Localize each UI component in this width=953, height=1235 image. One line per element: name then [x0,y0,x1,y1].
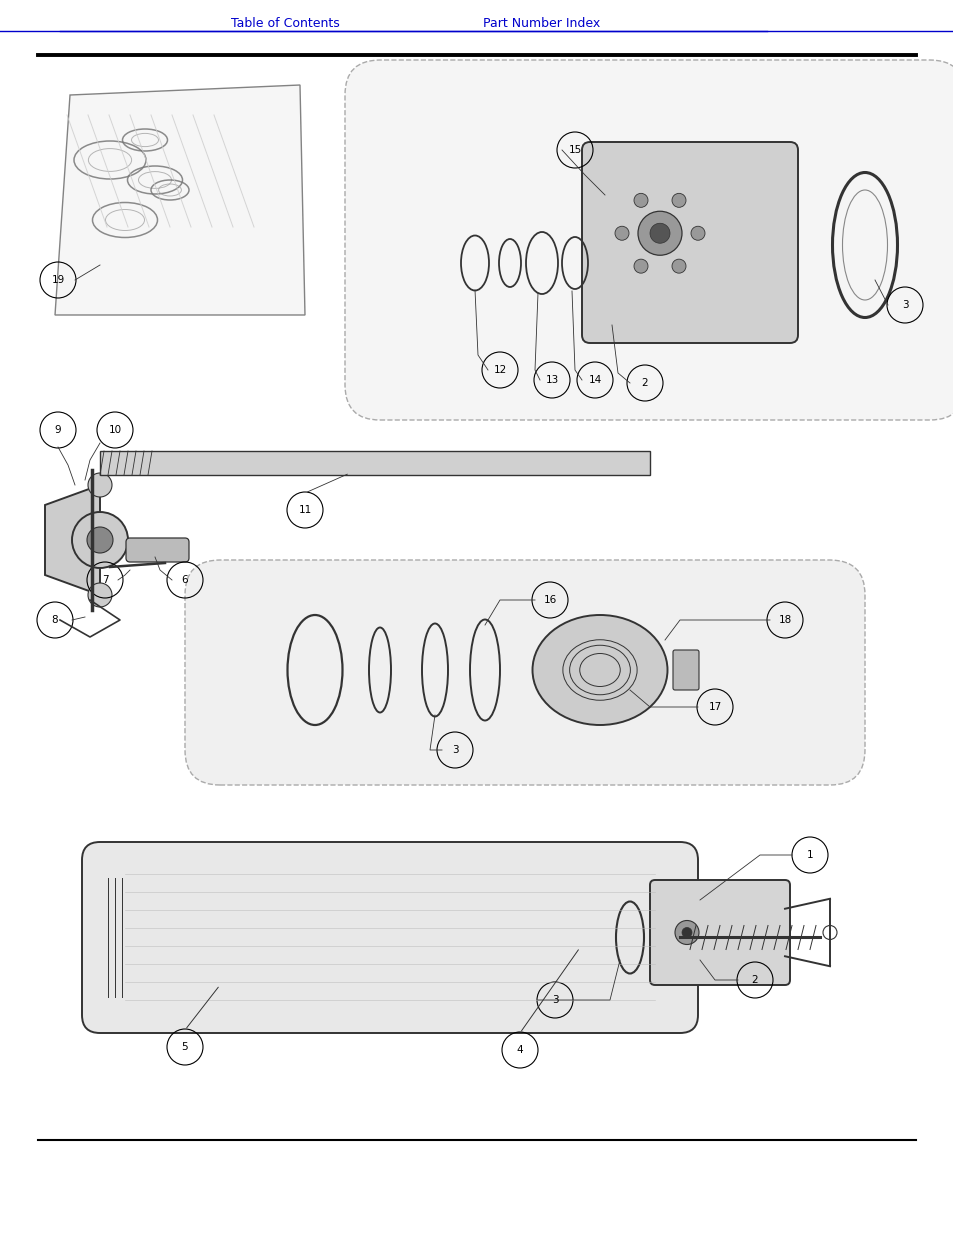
Text: 12: 12 [493,366,506,375]
Text: 17: 17 [708,701,720,713]
Circle shape [71,513,128,568]
Circle shape [681,927,691,937]
FancyBboxPatch shape [672,650,699,690]
Circle shape [638,211,681,256]
Text: 4: 4 [517,1045,523,1055]
Text: 3: 3 [451,745,457,755]
Text: Part Number Index: Part Number Index [483,17,600,30]
Circle shape [690,226,704,241]
Text: 7: 7 [102,576,109,585]
Text: 10: 10 [109,425,121,435]
FancyBboxPatch shape [649,881,789,986]
Text: 9: 9 [54,425,61,435]
Circle shape [671,259,685,273]
Circle shape [634,194,647,207]
Bar [100,451,649,475]
Polygon shape [55,85,305,315]
FancyBboxPatch shape [345,61,953,420]
Polygon shape [45,485,100,595]
Circle shape [88,583,112,606]
FancyBboxPatch shape [126,538,189,562]
Text: 1: 1 [806,850,813,860]
Circle shape [87,527,112,553]
FancyBboxPatch shape [185,559,864,785]
Circle shape [88,473,112,496]
Circle shape [615,226,628,241]
Text: 16: 16 [543,595,556,605]
Text: 11: 11 [298,505,312,515]
Circle shape [675,920,699,945]
Text: 18: 18 [778,615,791,625]
FancyBboxPatch shape [581,142,797,343]
Text: 3: 3 [901,300,907,310]
FancyBboxPatch shape [82,842,698,1032]
Text: Table of Contents: Table of Contents [231,17,339,30]
Circle shape [649,224,669,243]
Ellipse shape [532,615,667,725]
Text: 19: 19 [51,275,65,285]
Text: 8: 8 [51,615,58,625]
Text: 2: 2 [751,974,758,986]
Circle shape [671,194,685,207]
Text: 14: 14 [588,375,601,385]
Text: 6: 6 [181,576,188,585]
Text: 13: 13 [545,375,558,385]
Text: 15: 15 [568,144,581,156]
Text: 3: 3 [551,995,558,1005]
Text: 2: 2 [641,378,648,388]
Circle shape [634,259,647,273]
Text: 5: 5 [181,1042,188,1052]
